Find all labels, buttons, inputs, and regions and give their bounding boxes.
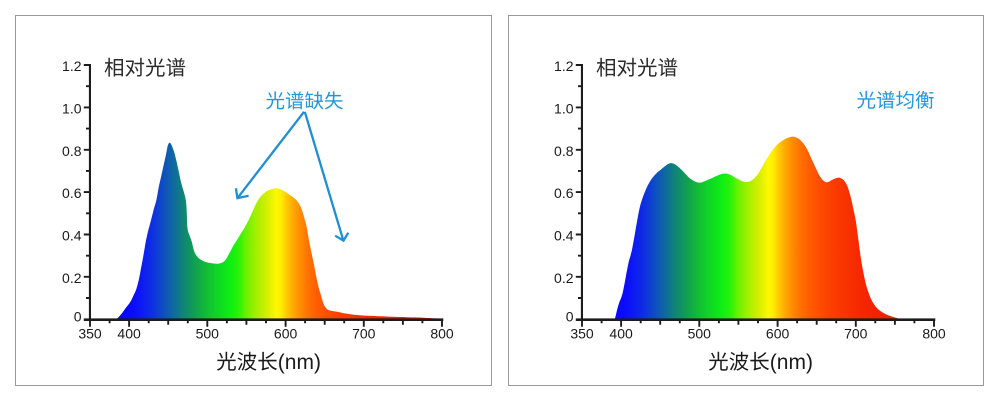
svg-text:350: 350 — [570, 325, 594, 341]
svg-text:(nm): (nm) — [770, 351, 813, 374]
svg-text:0.8: 0.8 — [554, 143, 574, 159]
svg-text:500: 500 — [196, 325, 220, 341]
svg-text:700: 700 — [352, 325, 376, 341]
svg-text:0: 0 — [566, 309, 574, 325]
svg-text:400: 400 — [117, 325, 141, 341]
svg-text:0.2: 0.2 — [62, 270, 82, 286]
svg-text:0: 0 — [74, 309, 82, 325]
svg-text:350: 350 — [78, 325, 102, 341]
svg-text:1.0: 1.0 — [62, 100, 82, 116]
svg-text:500: 500 — [688, 325, 712, 341]
svg-text:400: 400 — [609, 325, 633, 341]
svg-text:1.2: 1.2 — [554, 58, 574, 74]
svg-text:(nm): (nm) — [278, 351, 321, 374]
svg-text:1.0: 1.0 — [554, 100, 574, 116]
svg-text:0.8: 0.8 — [62, 143, 82, 159]
svg-text:0.4: 0.4 — [554, 228, 574, 244]
svg-text:0.4: 0.4 — [62, 228, 82, 244]
svg-text:0.6: 0.6 — [62, 185, 82, 201]
svg-text:800: 800 — [922, 325, 946, 341]
svg-text:600: 600 — [766, 325, 790, 341]
svg-text:700: 700 — [844, 325, 868, 341]
svg-text:0.6: 0.6 — [554, 185, 574, 201]
svg-text:1.2: 1.2 — [62, 58, 82, 74]
svg-text:0.2: 0.2 — [554, 270, 574, 286]
svg-text:600: 600 — [274, 325, 298, 341]
svg-text:800: 800 — [430, 325, 454, 341]
